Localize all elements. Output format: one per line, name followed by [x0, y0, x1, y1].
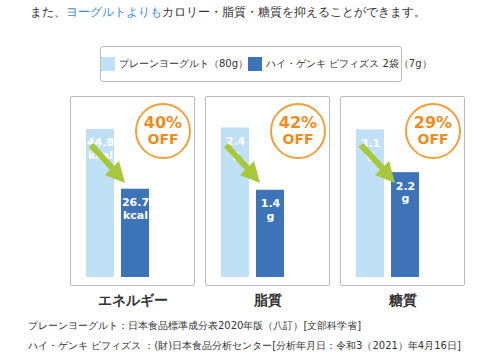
- html-text:プレーンヨーグルト：日本食品標準成分表2020年版（八訂）[: プレーンヨーグルト：日本食品標準成分表2020年版（八訂）[文部科学省]: [28, 320, 362, 331]
- html-text:ハイ・ゲンキ ビフィズス ：(財)日本食品分析センター[分析: ハイ・ゲンキ ビフィズス ：(財)日本食品分析センター[分析年月日：令和3（20…: [28, 340, 461, 351]
- html-text:g: g: [366, 149, 375, 163]
- html-text:29%: 29%: [413, 113, 453, 133]
- html-text:OFF: OFF: [417, 131, 449, 147]
- html-text:OFF: OFF: [147, 131, 179, 147]
- html-text:また、ヨーグルトよりもカロリー・脂質・糖質を抑えることができ: また、ヨーグルトよりもカロリー・脂質・糖質を抑えることができます。: [30, 5, 426, 19]
- svg-text:1.4g: 1.4g: [261, 197, 281, 223]
- svg-text:26.7kcal: 26.7kcal: [122, 196, 149, 222]
- html-text:糖質: 糖質: [388, 292, 417, 308]
- html-text:ハイ・ゲンキ ビフィズス 2袋（7g）: ハイ・ゲンキ ビフィズス 2袋（7g）: [266, 58, 432, 69]
- html-text:2.4: 2.4: [225, 134, 246, 148]
- html-text:44.8: 44.8: [86, 136, 115, 150]
- html-text:脂質: 脂質: [253, 292, 282, 308]
- html-text:42%: 42%: [278, 113, 318, 133]
- html-text:g: g: [231, 147, 240, 161]
- html-text:40%: 40%: [143, 113, 183, 133]
- html-text:3.1: 3.1: [360, 136, 381, 150]
- html-text:エネルギー: エネルギー: [97, 292, 168, 308]
- html-text:OFF: OFF: [282, 131, 314, 147]
- html-text:kcal: kcal: [88, 149, 113, 162]
- svg-text:2.2g: 2.2g: [396, 180, 416, 206]
- html-text:プレーンヨーグルト（80g）: プレーンヨーグルト（80g）: [119, 58, 249, 69]
